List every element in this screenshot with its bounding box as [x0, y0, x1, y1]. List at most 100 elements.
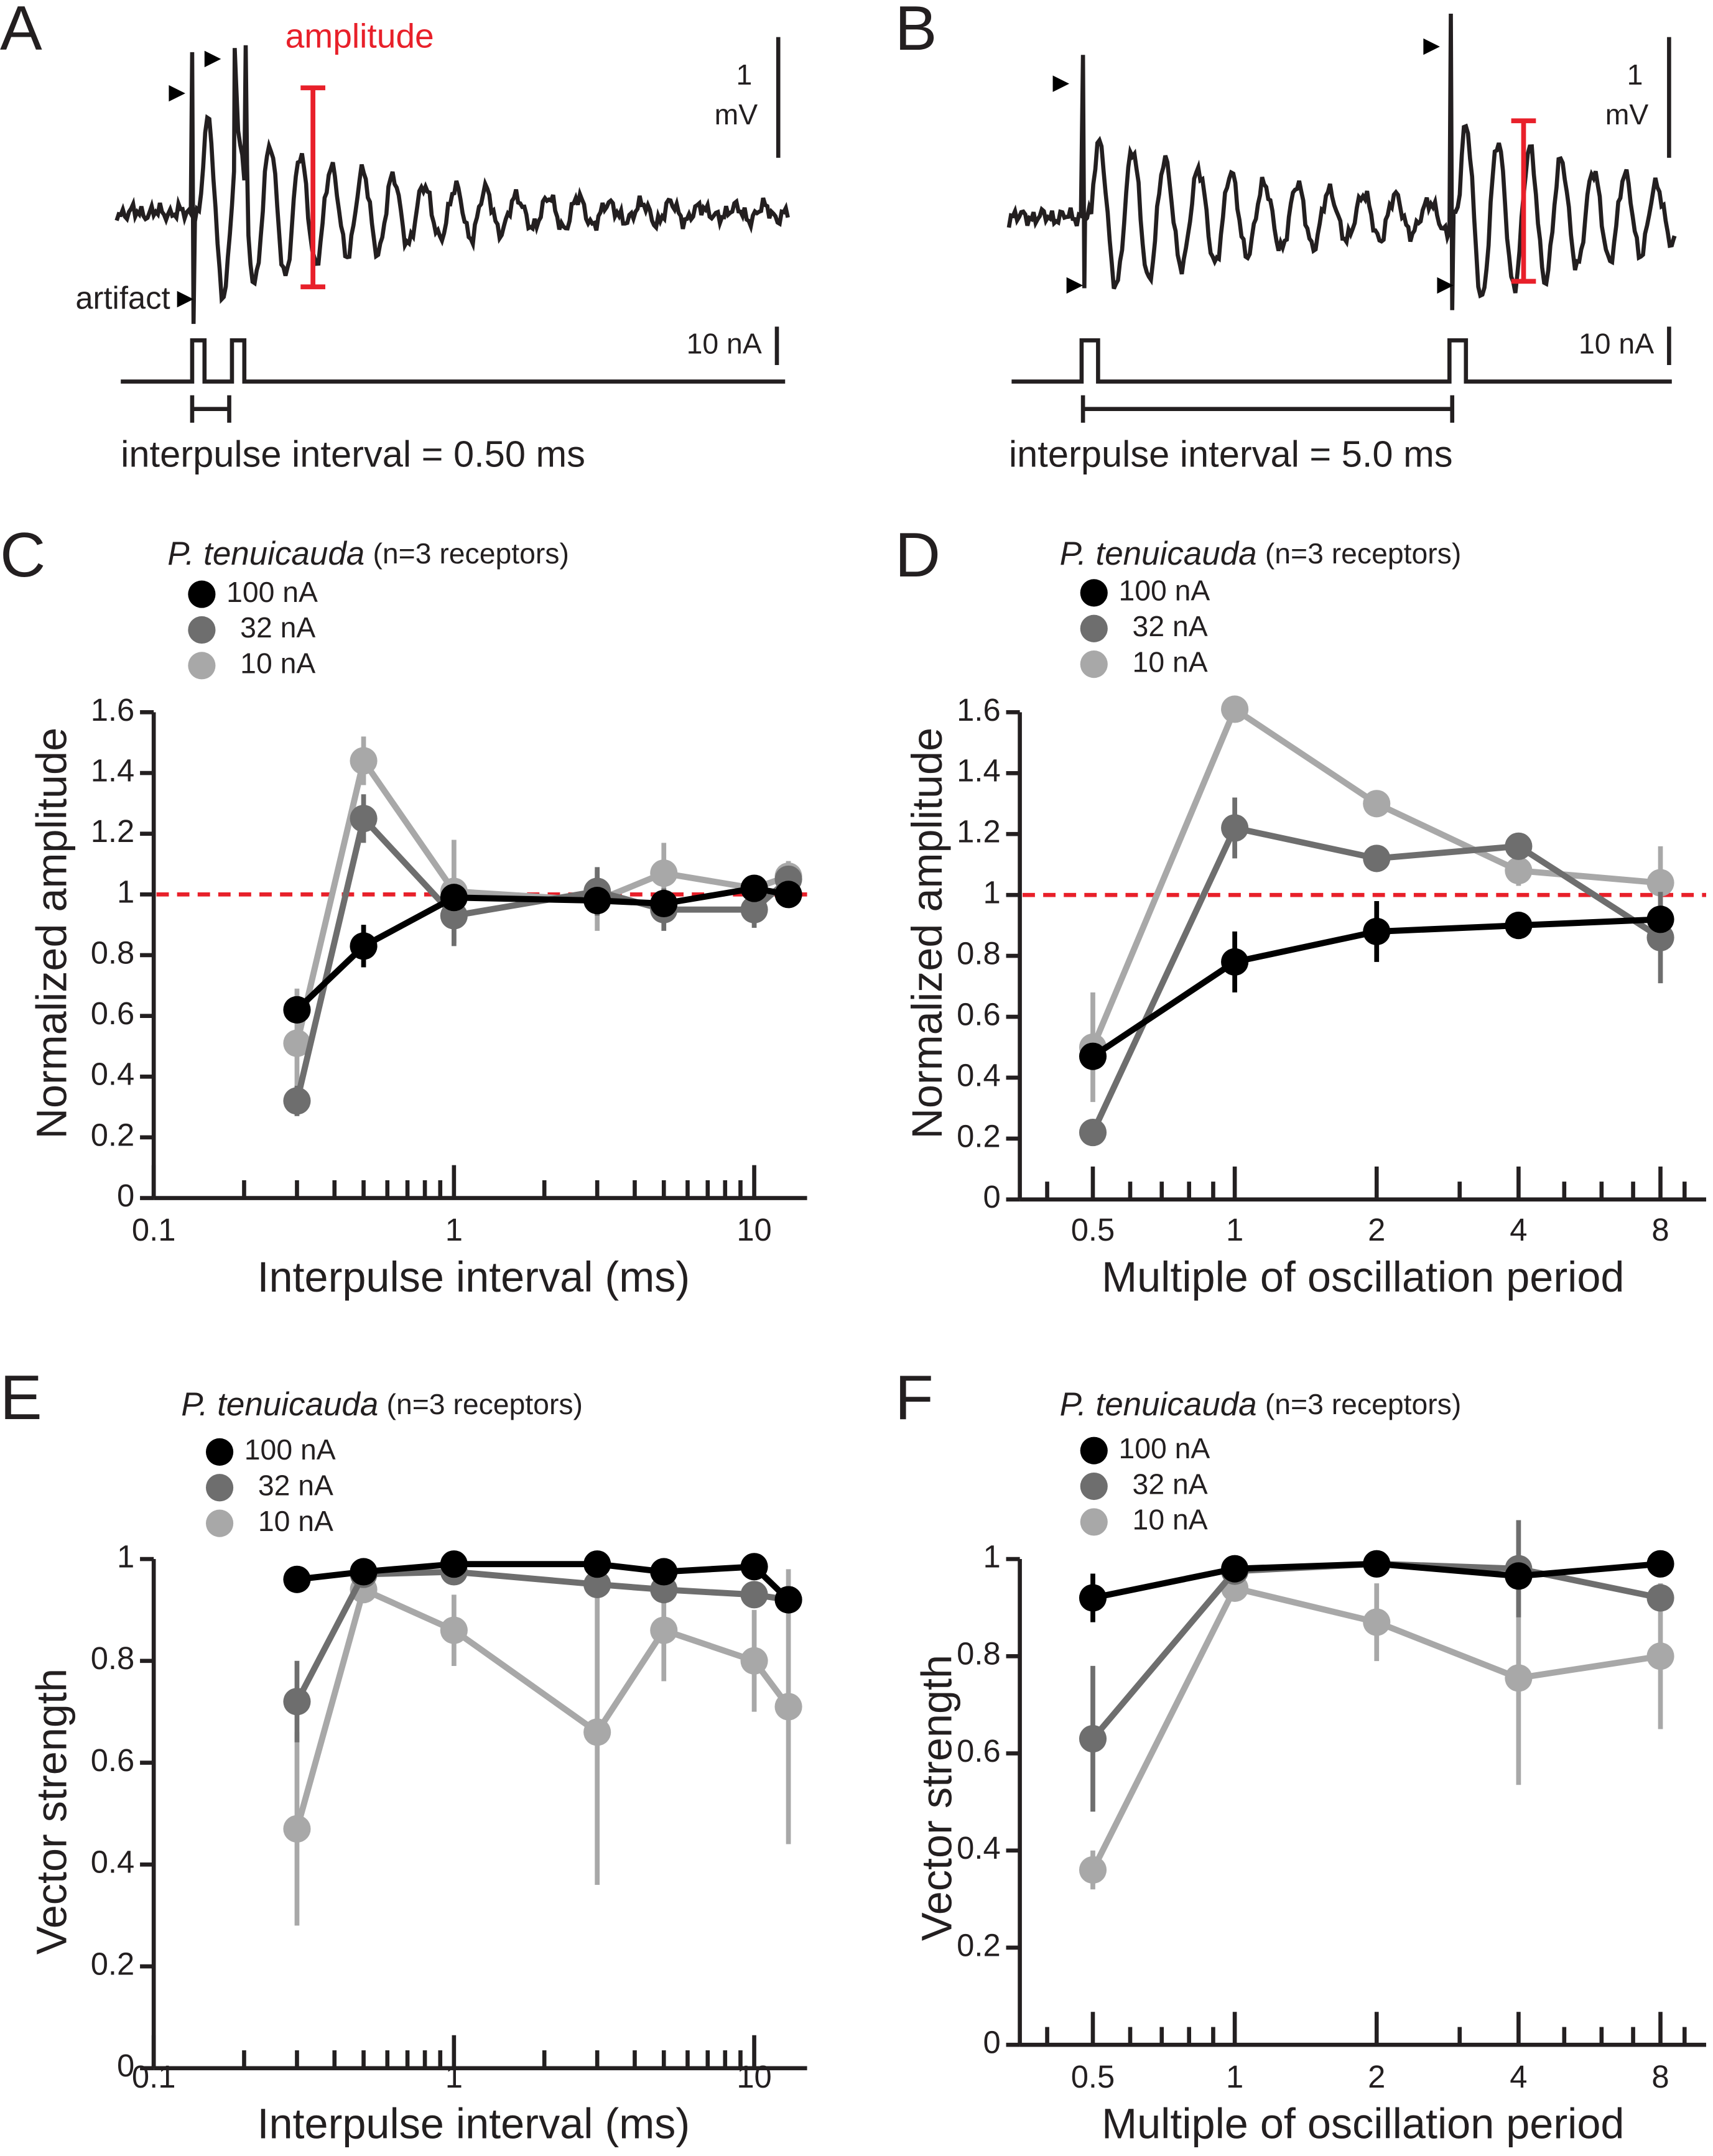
legend-marker	[206, 1438, 234, 1466]
data-point	[1646, 1550, 1674, 1578]
series-line	[294, 1586, 791, 1830]
data-point	[1646, 905, 1674, 933]
x-tick-label: 1	[1226, 1212, 1243, 1247]
amplitude-bar	[1511, 118, 1536, 284]
y-tick-label: 1.6	[957, 692, 1001, 728]
legend-title: P. tenuicauda (n=3 receptors)	[1060, 1386, 1462, 1423]
legend-label: 10 nA	[1133, 1504, 1208, 1536]
data-point	[583, 1718, 611, 1746]
data-point	[1079, 1119, 1107, 1147]
amplitude-bar	[300, 85, 325, 290]
x-tick-label: 1	[445, 2059, 463, 2094]
y-tick-label: 0.6	[91, 996, 135, 1031]
series-line	[294, 815, 791, 1102]
y-tick-label: 1	[983, 1538, 1000, 1574]
data-point	[1505, 832, 1533, 860]
panel-letter: E	[0, 1362, 42, 1433]
y-tick-label: 1	[117, 1538, 134, 1574]
y-tick-label: 1.2	[957, 814, 1001, 849]
y-tick-label: 0	[983, 2025, 1000, 2060]
data-point	[583, 887, 611, 915]
data-point	[740, 1553, 768, 1581]
data-point	[740, 895, 768, 923]
x-tick-label: 8	[1651, 2059, 1669, 2094]
x-tick-label: 1	[445, 1212, 463, 1247]
data-point	[350, 747, 378, 775]
x-tick-label: 0.1	[132, 2059, 176, 2094]
legend-species: P. tenuicauda	[1060, 535, 1257, 572]
legend-note: (n=3 receptors)	[1265, 1388, 1461, 1420]
y-tick-label: 0.8	[91, 1640, 135, 1676]
legend-marker	[1080, 1508, 1108, 1536]
x-tick-label: 1	[1226, 2059, 1243, 2094]
stimulus-trace	[121, 338, 786, 384]
interval-bracket	[190, 395, 231, 423]
data-point	[740, 1581, 768, 1609]
y-axis-label: Vector strength	[914, 1655, 961, 1941]
data-point	[1505, 856, 1533, 885]
data-point	[774, 881, 802, 909]
legend-title: P. tenuicauda (n=3 receptors)	[1060, 535, 1462, 572]
legend-marker	[206, 1474, 234, 1502]
legend-label: 100 nA	[1118, 1432, 1210, 1464]
data-point	[1363, 1608, 1391, 1636]
x-tick-label: 2	[1368, 1212, 1385, 1247]
data-point	[774, 1586, 802, 1614]
panel-letter: D	[895, 519, 940, 590]
y-tick-label: 0	[983, 1179, 1000, 1214]
legend-label: 10 nA	[240, 647, 315, 680]
data-point	[1646, 1584, 1674, 1612]
y-tick-label: 1	[117, 874, 134, 910]
panel-letter: B	[895, 0, 937, 63]
x-axis-label: Interpulse interval (ms)	[257, 2101, 690, 2148]
scale-label: 1	[736, 58, 753, 91]
data-point	[1505, 1664, 1533, 1692]
scale-label: 10 nA	[687, 327, 762, 359]
legend-label: 32 nA	[1133, 610, 1208, 642]
y-tick-label: 1.4	[957, 753, 1001, 789]
x-axis-label: Multiple of oscillation period	[1102, 1254, 1624, 1301]
voltage-trace	[114, 45, 790, 324]
data-point	[650, 1616, 678, 1644]
y-tick-label: 0.2	[957, 1118, 1001, 1154]
interval-label: interpulse interval = 5.0 ms	[1009, 433, 1453, 475]
legend-label: 100 nA	[1118, 575, 1210, 607]
data-point	[283, 1688, 311, 1716]
amplitude-label: amplitude	[286, 16, 434, 55]
interval-label: interpulse interval = 0.50 ms	[121, 433, 585, 475]
y-tick-label: 1.2	[91, 813, 135, 849]
data-point	[583, 1570, 611, 1599]
data-point	[650, 1558, 678, 1586]
data-point	[350, 805, 378, 833]
data-point	[283, 1029, 311, 1057]
data-point	[1363, 844, 1391, 872]
y-tick-label: 0.4	[91, 1057, 135, 1092]
data-point	[1363, 790, 1391, 818]
data-point	[1505, 1562, 1533, 1590]
data-point	[1363, 1550, 1391, 1578]
legend-label: 32 nA	[240, 611, 315, 644]
data-point	[283, 996, 311, 1024]
data-point	[740, 874, 768, 902]
legend-marker	[188, 652, 216, 680]
data-point	[1221, 1555, 1249, 1583]
x-tick-label: 4	[1510, 1212, 1527, 1247]
y-tick-label: 0.8	[957, 1636, 1001, 1672]
data-point	[1079, 1856, 1107, 1884]
y-tick-label: 1	[983, 875, 1000, 910]
legend-note: (n=3 receptors)	[1265, 537, 1461, 570]
y-tick-label: 0.6	[957, 1733, 1001, 1769]
legend-title: P. tenuicauda (n=3 receptors)	[181, 1386, 583, 1423]
x-tick-label: 2	[1368, 2059, 1385, 2094]
panel-letter: F	[895, 1362, 934, 1433]
y-tick-label: 0.8	[957, 935, 1001, 971]
y-tick-label: 1.4	[91, 752, 135, 788]
y-tick-label: 0	[117, 1178, 134, 1213]
y-axis-label: Vector strength	[28, 1668, 75, 1955]
legend-species: P. tenuicauda	[167, 535, 364, 572]
legend-marker	[206, 1509, 234, 1537]
data-point	[1646, 1642, 1674, 1670]
y-tick-label: 0.8	[91, 935, 135, 970]
y-tick-label: 0.4	[91, 1844, 135, 1880]
